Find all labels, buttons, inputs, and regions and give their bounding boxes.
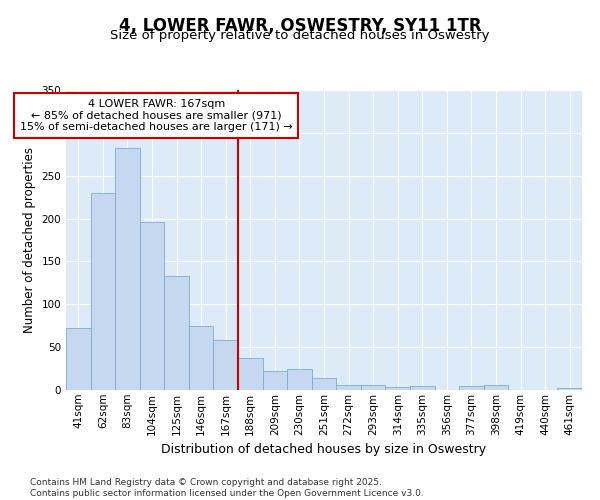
Bar — [238, 358, 263, 390]
Text: Size of property relative to detached houses in Oswestry: Size of property relative to detached ho… — [110, 29, 490, 42]
Bar — [557, 388, 582, 390]
Bar — [410, 386, 434, 390]
X-axis label: Distribution of detached houses by size in Oswestry: Distribution of detached houses by size … — [161, 443, 487, 456]
Bar — [484, 385, 508, 390]
Y-axis label: Number of detached properties: Number of detached properties — [23, 147, 36, 333]
Bar — [66, 328, 91, 390]
Bar — [385, 386, 410, 390]
Bar — [287, 368, 312, 390]
Bar — [312, 378, 336, 390]
Text: Contains HM Land Registry data © Crown copyright and database right 2025.
Contai: Contains HM Land Registry data © Crown c… — [30, 478, 424, 498]
Bar — [336, 385, 361, 390]
Bar — [115, 148, 140, 390]
Bar — [140, 222, 164, 390]
Text: 4, LOWER FAWR, OSWESTRY, SY11 1TR: 4, LOWER FAWR, OSWESTRY, SY11 1TR — [119, 18, 481, 36]
Text: 4 LOWER FAWR: 167sqm
← 85% of detached houses are smaller (971)
15% of semi-deta: 4 LOWER FAWR: 167sqm ← 85% of detached h… — [20, 99, 293, 132]
Bar — [263, 371, 287, 390]
Bar — [361, 385, 385, 390]
Bar — [459, 386, 484, 390]
Bar — [91, 193, 115, 390]
Bar — [164, 276, 189, 390]
Bar — [214, 340, 238, 390]
Bar — [189, 326, 214, 390]
